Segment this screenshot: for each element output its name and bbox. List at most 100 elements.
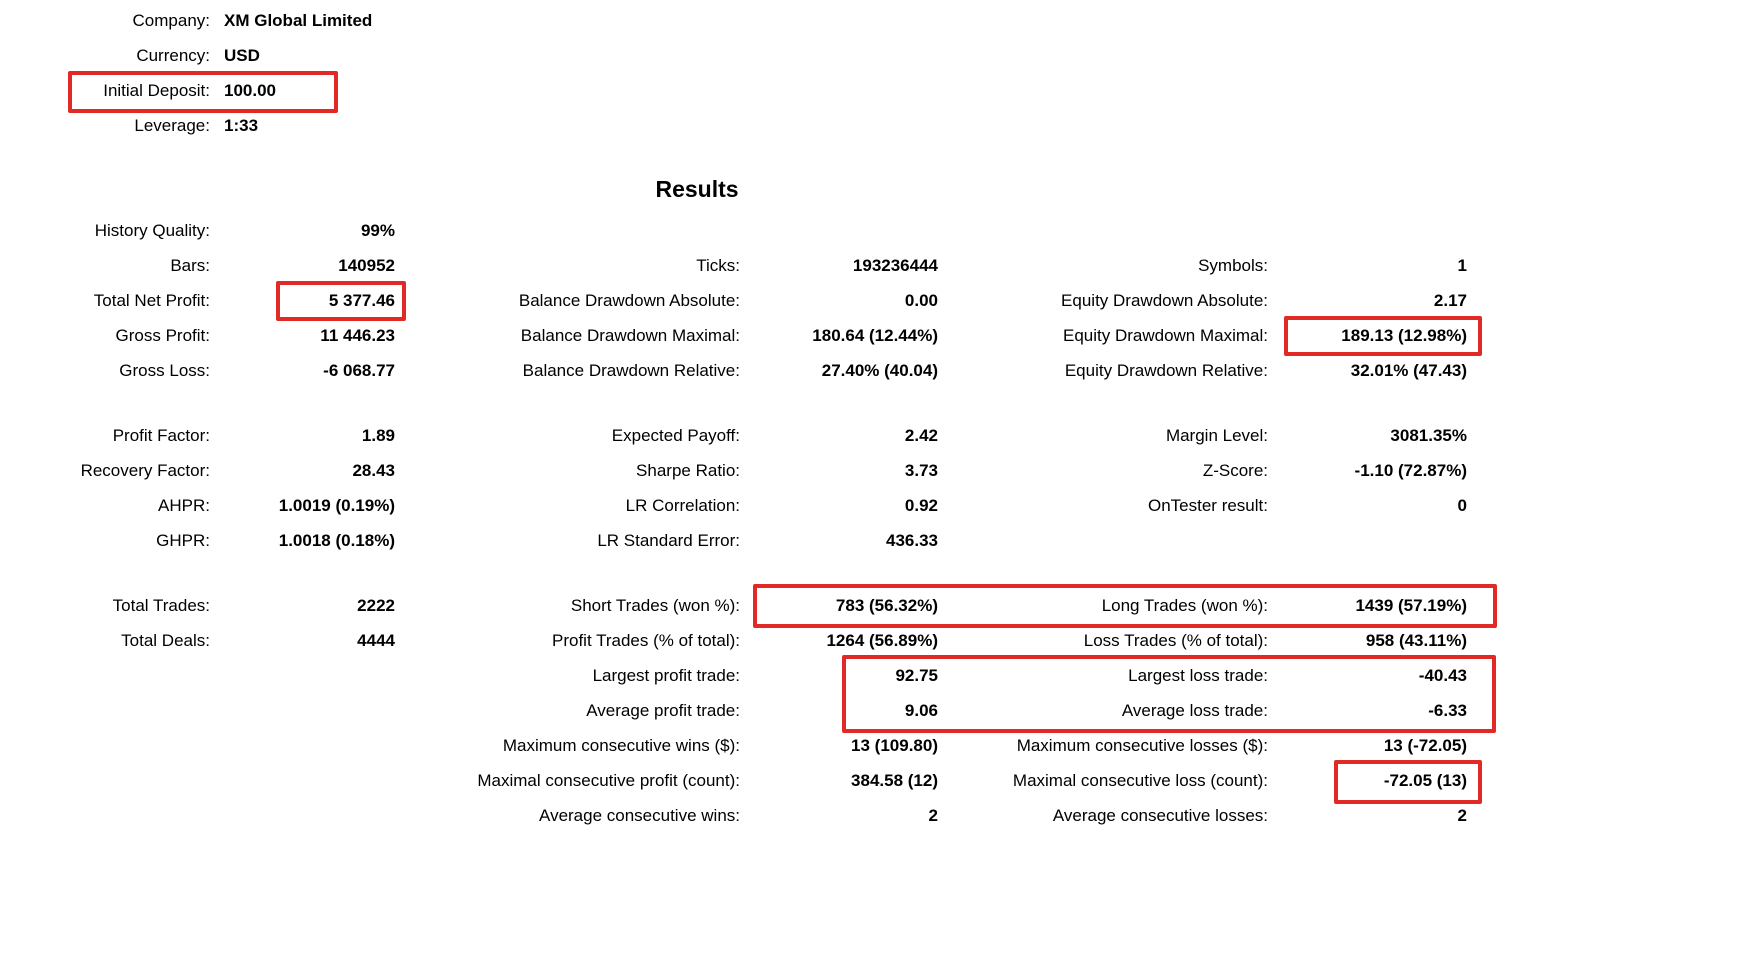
account-row-leverage: Leverage: 1:33	[0, 108, 372, 143]
stat-label: Equity Drawdown Absolute:	[1061, 291, 1268, 310]
stat-value: 384.58 (12)	[851, 771, 938, 790]
stat-label	[938, 213, 1268, 248]
stat-label: Equity Drawdown Relative:	[1064, 361, 1268, 380]
stat-label: Average consecutive losses:	[1052, 806, 1268, 825]
stat-value: 3.73	[904, 461, 938, 480]
stat-value: 92.75	[895, 666, 938, 685]
account-row-initial-deposit: Initial Deposit: 100.00	[0, 73, 372, 108]
stat-label: Ticks:	[696, 256, 740, 275]
stat-value: 9.06	[904, 701, 938, 720]
stat-label: History Quality:	[94, 221, 210, 240]
stat-label: Total Deals:	[121, 631, 210, 650]
stat-label	[395, 213, 740, 248]
initial-deposit-value: 100.00	[224, 81, 276, 100]
stat-label: Maximal consecutive profit (count):	[477, 771, 740, 790]
stat-value: 32.01% (47.43)	[1350, 361, 1467, 380]
stat-row: Maximum consecutive wins ($): 13 (109.80)…	[0, 728, 1480, 763]
stat-label: Profit Trades (% of total):	[551, 631, 740, 650]
stat-label: Equity Drawdown Maximal:	[1062, 326, 1268, 345]
leverage-value: 1:33	[224, 116, 259, 135]
stat-label: Bars:	[170, 256, 210, 275]
stat-value: 13 (109.80)	[851, 736, 938, 755]
stat-value: 180.64 (12.44%)	[812, 326, 938, 345]
stat-label: Total Trades:	[112, 596, 210, 615]
stat-label: Average profit trade:	[586, 701, 740, 720]
stat-row: Gross Loss: -6 068.77 Balance Drawdown Rel…	[0, 353, 1480, 388]
stat-label: Largest profit trade:	[592, 666, 740, 685]
stats-block-ratios: Profit Factor: 1.89 Expected Payoff: 2.42 Ma…	[0, 418, 1480, 558]
initial-deposit-label: Initial Deposit:	[103, 81, 210, 100]
stat-row: History Quality: 99%	[0, 213, 1480, 248]
stat-label: Average loss trade:	[1121, 701, 1268, 720]
stat-row: Maximal consecutive profit (count): 384.5…	[0, 763, 1480, 798]
stat-label: Symbols:	[1198, 256, 1268, 275]
stat-label: Profit Factor:	[112, 426, 210, 445]
stat-value: -6 068.77	[323, 361, 395, 380]
stat-label	[0, 728, 210, 763]
stat-value	[1268, 213, 1467, 248]
currency-label: Currency:	[136, 46, 210, 65]
stat-label: Balance Drawdown Absolute:	[518, 291, 740, 310]
stat-label: Largest loss trade:	[1128, 666, 1268, 685]
stat-label: Gross Profit:	[115, 326, 210, 345]
stat-value: 2	[928, 806, 938, 825]
stat-row: AHPR: 1.0019 (0.19%) LR Correlation: 0.92 On…	[0, 488, 1480, 523]
stat-value	[210, 763, 395, 798]
stat-label: Long Trades (won %):	[1101, 596, 1268, 615]
stat-label: LR Correlation:	[625, 496, 740, 515]
stat-label	[938, 523, 1268, 558]
stat-label: Loss Trades (% of total):	[1083, 631, 1268, 650]
stat-row: Average profit trade: 9.06 Average loss tr…	[0, 693, 1480, 728]
stat-value: -1.10 (72.87%)	[1354, 461, 1467, 480]
stat-value: 3081.35%	[1390, 426, 1467, 445]
stat-value	[210, 728, 395, 763]
stat-value: 2222	[357, 596, 395, 615]
stat-row: Total Trades: 2222 Short Trades (won %): 78…	[0, 588, 1480, 623]
stat-label: Gross Loss:	[119, 361, 210, 380]
stat-value: 1264 (56.89%)	[826, 631, 938, 650]
stat-row: Total Net Profit: 5 377.46 Balance Drawdow…	[0, 283, 1480, 318]
stat-label: Short Trades (won %):	[570, 596, 740, 615]
stat-value: 0	[1457, 496, 1467, 515]
account-info: Company: XM Global Limited Currency: USD…	[0, 3, 372, 143]
stat-label	[0, 763, 210, 798]
stat-value: -6.33	[1428, 701, 1467, 720]
stat-label: Maximum consecutive wins ($):	[502, 736, 740, 755]
stat-value	[740, 213, 938, 248]
stat-label: Sharpe Ratio:	[636, 461, 740, 480]
stat-label	[0, 798, 210, 833]
stat-value	[1268, 523, 1467, 558]
stat-row: Gross Profit: 11 446.23 Balance Drawdown M…	[0, 318, 1480, 353]
stat-label: Margin Level:	[1165, 426, 1268, 445]
stat-row: Recovery Factor: 28.43 Sharpe Ratio: 3.73 Z-…	[0, 453, 1480, 488]
stat-value	[210, 658, 395, 693]
stat-value: 1.0019 (0.19%)	[278, 496, 395, 515]
stat-row: Largest profit trade: 92.75 Largest loss t…	[0, 658, 1480, 693]
stat-value: 783 (56.32%)	[835, 596, 938, 615]
stat-value: 13 (-72.05)	[1383, 736, 1467, 755]
stat-value: 2	[1457, 806, 1467, 825]
stat-label: OnTester result:	[1148, 496, 1268, 515]
stat-label: Maximum consecutive losses ($):	[1016, 736, 1268, 755]
stat-value: 958 (43.11%)	[1365, 631, 1467, 650]
stat-value: -72.05 (13)	[1383, 771, 1467, 790]
stat-value: -40.43	[1418, 666, 1467, 685]
stat-value: 27.40% (40.04)	[821, 361, 938, 380]
results-title: Results	[655, 176, 739, 202]
stat-value: 11 446.23	[320, 326, 395, 345]
stat-value	[210, 693, 395, 728]
stat-value: 189.13 (12.98%)	[1341, 326, 1467, 345]
stat-value: 140952	[338, 256, 395, 275]
stat-row: Bars: 140952 Ticks: 193236444 Symbols: 1	[0, 248, 1480, 283]
stat-row: Average consecutive wins: 2 Average consec…	[0, 798, 1480, 833]
stat-value: 436.33	[886, 531, 938, 550]
stat-value: 4444	[357, 631, 395, 650]
stat-label: Total Net Profit:	[93, 291, 210, 310]
stat-row: Total Deals: 4444 Profit Trades (% of tota…	[0, 623, 1480, 658]
stat-value: 2.17	[1433, 291, 1467, 310]
stat-label: Average consecutive wins:	[539, 806, 740, 825]
stat-label: Maximal consecutive loss (count):	[1012, 771, 1268, 790]
stat-label	[0, 693, 210, 728]
stat-value: 1.89	[361, 426, 395, 445]
